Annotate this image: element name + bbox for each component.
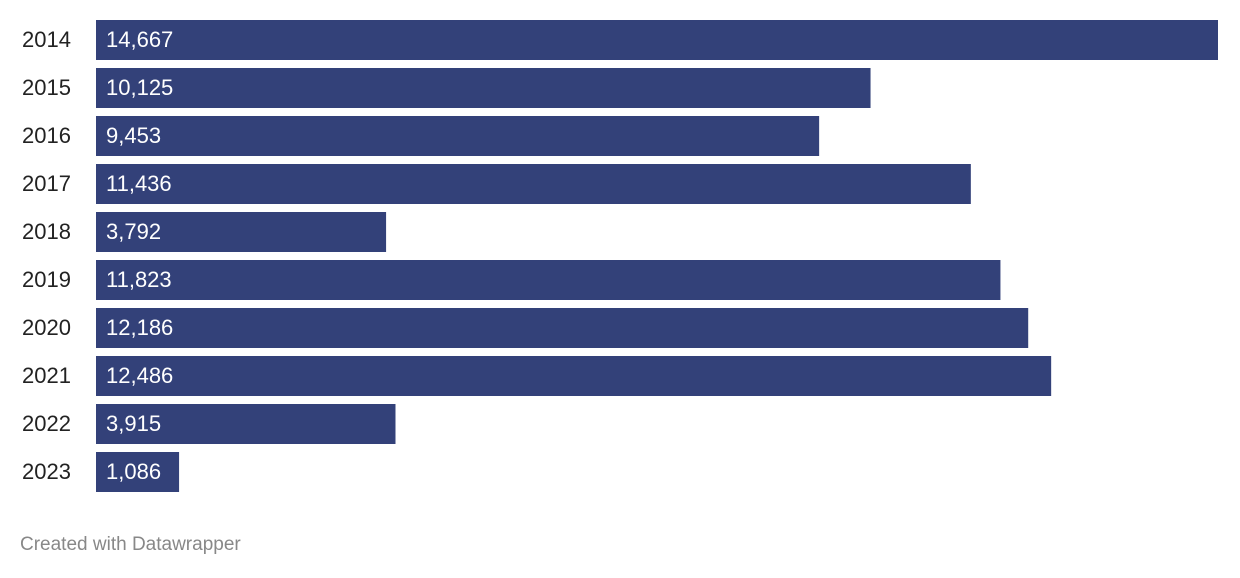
bar xyxy=(96,452,180,492)
category-label: 2015 xyxy=(22,75,71,100)
category-label: 2020 xyxy=(22,315,71,340)
category-label: 2019 xyxy=(22,267,71,292)
category-label: 2022 xyxy=(22,411,71,436)
category-label: 2016 xyxy=(22,123,71,148)
category-label: 2018 xyxy=(22,219,71,244)
bar xyxy=(96,212,387,252)
bar xyxy=(96,260,1001,300)
footer: Created with Datawrapper xyxy=(20,534,241,555)
category-label: 2014 xyxy=(22,27,71,52)
value-label: 12,486 xyxy=(106,363,173,388)
value-label: 14,667 xyxy=(106,27,173,52)
value-label: 3,792 xyxy=(106,219,161,244)
bar xyxy=(96,116,820,156)
bar xyxy=(96,164,971,204)
value-label: 10,125 xyxy=(106,75,173,100)
bar xyxy=(96,356,1052,396)
category-label: 2023 xyxy=(22,459,71,484)
value-label: 12,186 xyxy=(106,315,173,340)
value-label: 11,436 xyxy=(106,171,172,196)
bar xyxy=(96,68,871,108)
bar xyxy=(96,20,1218,60)
bar xyxy=(96,308,1029,348)
value-label: 9,453 xyxy=(106,123,161,148)
category-label: 2017 xyxy=(22,171,71,196)
value-label: 3,915 xyxy=(106,411,161,436)
value-label: 11,823 xyxy=(106,267,172,292)
value-label: 1,086 xyxy=(106,459,161,484)
bar xyxy=(96,404,396,444)
category-label: 2021 xyxy=(22,363,71,388)
